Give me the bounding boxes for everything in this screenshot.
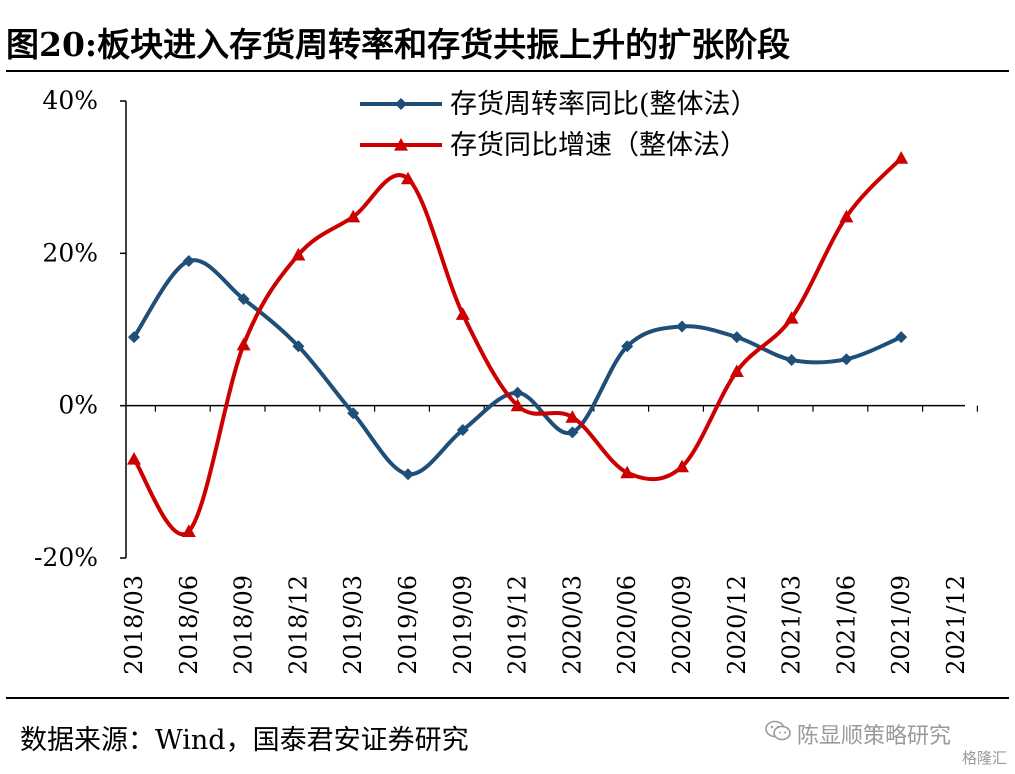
x-tick-label: 2018/06	[175, 575, 203, 675]
x-tick-label: 2018/09	[230, 575, 258, 675]
data-point-series-1	[128, 331, 140, 344]
x-tick-label: 2019/06	[394, 575, 422, 675]
data-point-series-1	[182, 254, 195, 267]
x-tick-label: 2019/12	[504, 575, 532, 675]
data-source-note: 数据来源：Wind，国泰君安证券研究	[20, 725, 469, 756]
title-divider	[6, 70, 1009, 72]
legend-marker-2	[394, 138, 408, 151]
data-point-series-1	[402, 468, 414, 481]
y-tick-label: 40%	[42, 86, 98, 115]
x-tick-label: 2020/03	[558, 575, 586, 675]
x-tick-label: 2020/06	[613, 575, 641, 675]
chart-title: 图20:板块进入存货周转率和存货共振上升的扩张阶段	[6, 25, 791, 64]
data-point-series-1	[840, 353, 853, 366]
x-tick-label: 2021/03	[778, 575, 806, 675]
x-tick-label: 2020/09	[668, 575, 696, 675]
chart-markers	[127, 151, 909, 537]
x-tick-label: 2021/06	[832, 575, 860, 675]
data-point-series-1	[730, 331, 743, 344]
data-point-series-2	[729, 364, 744, 377]
data-point-series-2	[291, 247, 306, 261]
data-point-series-1	[347, 407, 360, 420]
data-point-series-2	[401, 171, 415, 185]
legend-marker-1	[395, 98, 407, 110]
chart-legend: 存货周转率同比(整体法） 存货同比增速（整体法）	[360, 89, 758, 161]
data-point-series-1	[785, 353, 798, 366]
data-point-series-1	[292, 340, 305, 353]
data-point-series-1	[895, 331, 908, 344]
data-point-series-2	[181, 524, 196, 537]
line-chart: -20% 0% 20% 40% 2018/03 2018/06 2018/09 2018/12…	[34, 86, 979, 675]
data-point-series-2	[784, 311, 799, 324]
data-point-series-1	[566, 426, 579, 439]
series-line-2	[132, 156, 903, 537]
logo-watermark: 格隆汇	[961, 749, 1007, 767]
y-tick-label: 0%	[58, 391, 98, 420]
x-tick-label: 2018/12	[284, 575, 312, 675]
x-tick-label: 2021/09	[887, 575, 915, 675]
data-point-series-2	[565, 410, 580, 423]
x-tick-label: 2018/03	[120, 575, 148, 675]
x-tick-label: 2019/03	[339, 575, 367, 675]
data-point-series-1	[456, 424, 469, 437]
data-point-series-2	[127, 451, 141, 465]
chart-series	[132, 156, 903, 537]
data-point-series-2	[236, 337, 251, 351]
data-point-series-1	[237, 293, 250, 306]
data-point-series-1	[676, 320, 688, 333]
x-tick-label: 2021/12	[942, 575, 970, 675]
legend-label-1: 存货周转率同比(整体法）	[450, 89, 758, 120]
data-point-series-2	[620, 465, 635, 479]
data-point-series-1	[511, 386, 524, 399]
x-tick-label: 2019/09	[449, 575, 477, 675]
footer-divider	[6, 697, 1009, 699]
data-point-series-1	[621, 340, 634, 353]
series-line-1	[132, 258, 902, 477]
chart-axes: -20% 0% 20% 40% 2018/03 2018/06 2018/09 2018/12…	[34, 86, 979, 675]
data-point-series-2	[675, 459, 689, 473]
x-tick-label: 2020/12	[723, 575, 751, 675]
y-tick-label: -20%	[34, 543, 98, 572]
data-point-series-2	[894, 151, 909, 164]
watermark-text: 陈显顺策略研究	[797, 724, 952, 749]
y-tick-label: 20%	[42, 238, 98, 267]
wechat-icon	[765, 720, 791, 748]
data-point-series-2	[839, 209, 854, 223]
legend-label-2: 存货同比增速（整体法）	[450, 130, 747, 161]
data-point-series-2	[455, 307, 470, 320]
data-point-series-2	[346, 209, 361, 223]
data-point-series-2	[510, 398, 525, 412]
watermark: 陈显顺策略研究	[765, 718, 951, 750]
